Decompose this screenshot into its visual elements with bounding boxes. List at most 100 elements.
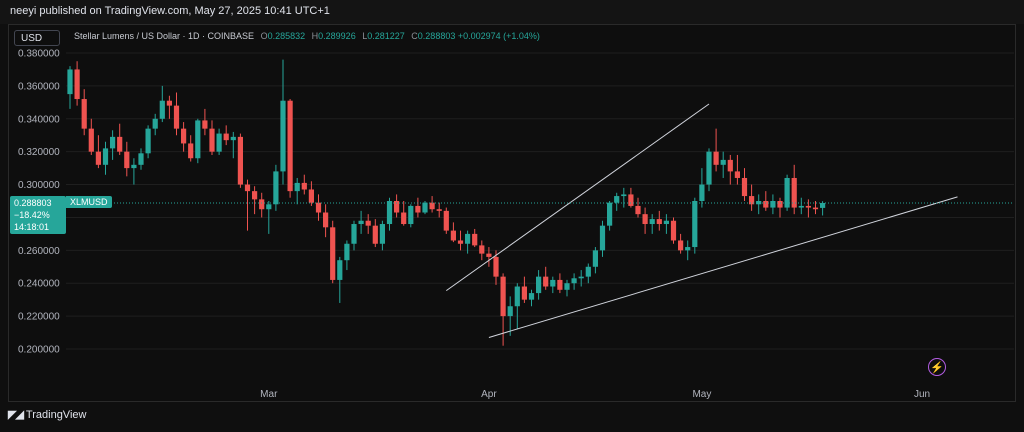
candle-body: [365, 220, 371, 226]
candle-body: [351, 224, 357, 244]
candle-body: [763, 201, 769, 208]
chart-panel[interactable]: [8, 24, 1016, 402]
candle-body: [536, 276, 542, 294]
candle-body: [202, 120, 208, 129]
candle-body: [95, 151, 101, 165]
candle-body: [273, 171, 279, 205]
candle-body: [315, 202, 322, 213]
candle-body: [386, 201, 393, 225]
candle-body: [237, 136, 243, 185]
candle-body: [195, 120, 201, 159]
symbol-tag: XLMUSD: [66, 196, 112, 208]
candle-body: [777, 201, 783, 208]
candle-body: [415, 205, 421, 213]
candle-body: [670, 220, 677, 241]
candle-body: [188, 143, 194, 159]
close-label: C: [411, 31, 418, 41]
candle-body: [578, 276, 584, 279]
price-tick-label: 0.220000: [18, 312, 60, 323]
candle-body: [571, 278, 577, 284]
candle-body: [138, 153, 144, 165]
channel-upper-line: [446, 103, 710, 292]
candle-body: [528, 293, 535, 300]
brand-name: TradingView: [25, 409, 87, 421]
candle-body: [443, 210, 449, 231]
candle-body: [493, 256, 499, 277]
candle-body: [486, 253, 492, 257]
candle-body: [472, 233, 478, 246]
candle-body: [699, 184, 705, 201]
candle-body: [628, 194, 634, 206]
lightning-icon[interactable]: ⚡: [928, 358, 946, 376]
tradingview-logo-icon: ◤◢: [8, 409, 24, 421]
candle-body: [692, 201, 698, 248]
candle-body: [81, 99, 87, 129]
candle-body: [209, 128, 215, 152]
candle-body: [152, 118, 158, 129]
time-axis: Mar Apr May Jun: [260, 389, 930, 400]
candle-body: [287, 100, 293, 192]
candle-body: [230, 136, 236, 141]
price-tick-label: 0.200000: [18, 345, 60, 356]
candle-body: [500, 276, 506, 317]
close-value: 0.288803: [417, 31, 456, 41]
candle-body: [607, 202, 613, 226]
candle-body: [805, 205, 811, 208]
candle-body: [401, 212, 407, 225]
candle-body: [394, 201, 400, 213]
candle-body: [550, 279, 556, 287]
candle-body: [372, 225, 378, 244]
candle-body: [259, 199, 265, 210]
tradingview-footer: ◤◢ TradingView: [8, 408, 86, 421]
candle-body: [585, 266, 591, 277]
candle-body: [791, 177, 797, 208]
candle-body: [663, 220, 669, 225]
candle-body: [436, 209, 442, 211]
price-tick-label: 0.260000: [18, 246, 60, 257]
candle-body: [216, 133, 222, 152]
candle-body: [301, 182, 307, 190]
candle-body: [784, 177, 790, 208]
candle-body: [74, 69, 80, 100]
bar-countdown: 14:18:01: [14, 222, 50, 232]
candle-body: [656, 219, 662, 225]
candle-body: [798, 205, 804, 208]
candle-body: [678, 240, 684, 251]
currency-selector[interactable]: USD: [14, 30, 60, 46]
candle-body: [756, 201, 762, 205]
candle-body: [457, 240, 464, 244]
time-tick-label: Jun: [914, 389, 930, 400]
candle-body: [614, 196, 620, 203]
candle-body: [685, 247, 691, 251]
candle-body: [521, 286, 527, 300]
candle-body: [422, 202, 428, 213]
price-tick-label: 0.240000: [18, 279, 60, 290]
candles: [67, 59, 826, 346]
candle-body: [181, 128, 187, 144]
high-label: H: [311, 31, 319, 41]
candle-body: [635, 205, 641, 215]
candle-body: [330, 227, 336, 280]
price-tick-label: 0.340000: [18, 114, 60, 125]
candle-body: [252, 191, 258, 200]
open-label: O: [260, 31, 268, 41]
candle-body: [379, 224, 385, 244]
last-price-tag: 0.288803 −18.42% 14:18:01: [10, 196, 66, 234]
symbol-title[interactable]: Stellar Lumens / US Dollar · 1D · COINBA…: [74, 31, 255, 41]
candle-body: [543, 276, 549, 287]
candle-body: [166, 100, 172, 106]
candle-body: [642, 214, 648, 225]
candle-body: [358, 220, 364, 225]
candle-body: [102, 148, 109, 165]
candle-body: [564, 283, 570, 290]
trend-channel[interactable]: [446, 103, 958, 338]
candle-body: [465, 233, 471, 244]
candle-body: [592, 250, 598, 267]
candle-body: [727, 159, 733, 172]
candle-body: [337, 260, 343, 280]
candle-body: [110, 136, 116, 149]
low-label: L: [362, 31, 368, 41]
price-tick-label: 0.360000: [18, 81, 60, 92]
candle-body: [266, 204, 272, 210]
